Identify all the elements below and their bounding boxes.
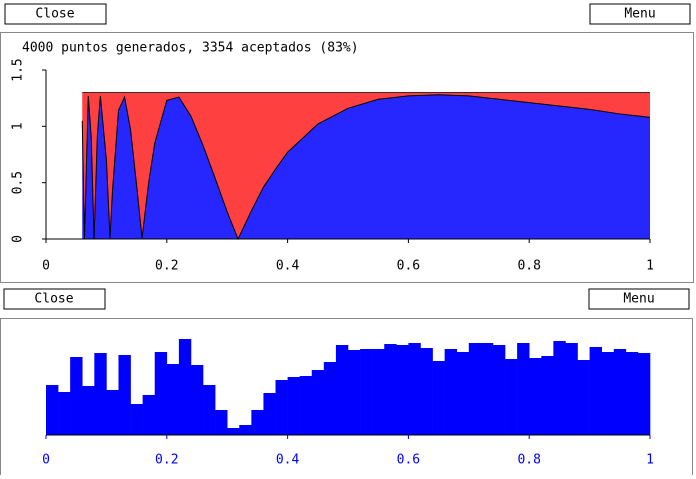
bar [468, 343, 482, 435]
bar [372, 349, 385, 435]
bar [287, 377, 300, 435]
menu-button[interactable]: Menu [589, 3, 691, 25]
bar [118, 355, 131, 435]
bar [384, 344, 397, 435]
close-label[interactable]: Close [34, 292, 73, 307]
x-tick-label: 0.8 [517, 259, 540, 274]
close-button[interactable]: Close [3, 288, 106, 310]
bar [70, 357, 83, 435]
bar [58, 392, 71, 435]
density-curve [81, 94, 651, 241]
bar [106, 390, 119, 435]
toolbar [0, 0, 696, 30]
x-tick-label: 0.2 [155, 453, 178, 468]
bar [637, 353, 651, 435]
y-tick-label: 0.5 [11, 171, 26, 194]
bar [263, 393, 276, 435]
x-tick-label: 1 [646, 453, 654, 468]
bar [203, 385, 216, 435]
bar [178, 339, 192, 435]
bar [529, 358, 542, 435]
bar [360, 349, 373, 435]
bar [492, 345, 506, 435]
x-tick-label: 0.8 [517, 453, 540, 468]
bar [130, 404, 143, 435]
x-tick-label: 0 [42, 259, 50, 274]
bar [517, 343, 530, 435]
close-button[interactable]: Close [4, 3, 107, 25]
bar [154, 352, 168, 435]
bar [94, 353, 107, 435]
bar [323, 362, 337, 435]
bar [227, 428, 240, 435]
bar [82, 386, 95, 435]
chart-title: 4000 puntos generados, 3354 aceptados (8… [22, 41, 359, 56]
x-tick-label: 0.6 [397, 453, 420, 468]
bar [577, 360, 590, 435]
bar [456, 352, 470, 435]
bar [613, 349, 627, 435]
accepted-area [82, 94, 651, 239]
x-tick-label: 0.4 [276, 453, 300, 468]
bar [166, 364, 180, 435]
y-tick-label: 1.5 [11, 58, 26, 81]
y-tick-label: 1 [11, 122, 26, 130]
bar [541, 356, 554, 435]
bar [299, 376, 313, 435]
x-tick-label: 1 [646, 259, 654, 274]
bar [553, 341, 566, 435]
x-tick-label: 0.2 [155, 259, 178, 274]
bar [589, 347, 602, 435]
bar [142, 395, 156, 435]
bar [432, 361, 445, 435]
menu-label[interactable]: Menu [623, 292, 654, 307]
bar [215, 410, 228, 435]
bar [251, 410, 264, 435]
bar [348, 350, 361, 435]
bar [190, 365, 204, 435]
x-tick-label: 0.4 [276, 259, 300, 274]
bar [46, 385, 59, 435]
menu-button[interactable]: Menu [588, 288, 690, 310]
x-tick-label: 0.6 [397, 259, 420, 274]
y-tick-label: 0 [11, 235, 26, 243]
bar [311, 370, 325, 435]
menu-label[interactable]: Menu [624, 7, 655, 22]
bar [420, 348, 433, 435]
bar [239, 425, 252, 435]
bar [396, 345, 409, 435]
x-tick-label: 0 [42, 453, 50, 468]
scatter-plot: 0 0.5 1 1.5 0 0.2 0.4 0.6 0.8 1 [11, 58, 654, 273]
bar [444, 349, 458, 435]
close-label[interactable]: Close [35, 7, 74, 22]
bar [601, 352, 615, 435]
bar [408, 343, 421, 435]
bar [505, 359, 518, 435]
bar [565, 343, 578, 435]
bar [480, 343, 494, 435]
bar [335, 345, 349, 435]
bar [275, 380, 288, 435]
bar [625, 352, 639, 435]
histogram: 0 0.2 0.4 0.6 0.8 1 [42, 339, 654, 468]
